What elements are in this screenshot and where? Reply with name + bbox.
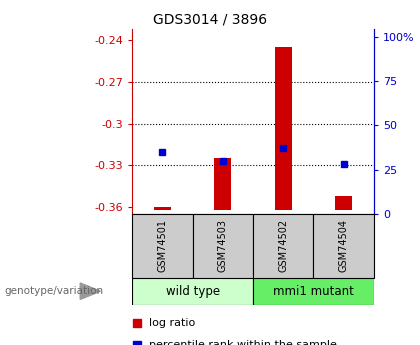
- Bar: [335, 196, 352, 210]
- Text: log ratio: log ratio: [149, 318, 195, 327]
- Text: GSM74501: GSM74501: [158, 219, 168, 272]
- Bar: [193, 214, 253, 278]
- Text: genotype/variation: genotype/variation: [4, 286, 103, 296]
- Polygon shape: [80, 283, 100, 299]
- Text: GDS3014 / 3896: GDS3014 / 3896: [153, 12, 267, 26]
- Text: mmi1 mutant: mmi1 mutant: [273, 285, 354, 298]
- Bar: [253, 214, 313, 278]
- Bar: [132, 278, 253, 305]
- Bar: [253, 278, 374, 305]
- Text: GSM74502: GSM74502: [278, 219, 288, 272]
- Text: wild type: wild type: [165, 285, 220, 298]
- Text: percentile rank within the sample: percentile rank within the sample: [149, 341, 337, 345]
- Text: GSM74503: GSM74503: [218, 219, 228, 272]
- Bar: [132, 214, 193, 278]
- Text: GSM74504: GSM74504: [339, 219, 349, 272]
- Bar: [215, 158, 231, 210]
- Bar: [154, 207, 171, 210]
- Bar: [275, 47, 291, 210]
- Bar: [313, 214, 374, 278]
